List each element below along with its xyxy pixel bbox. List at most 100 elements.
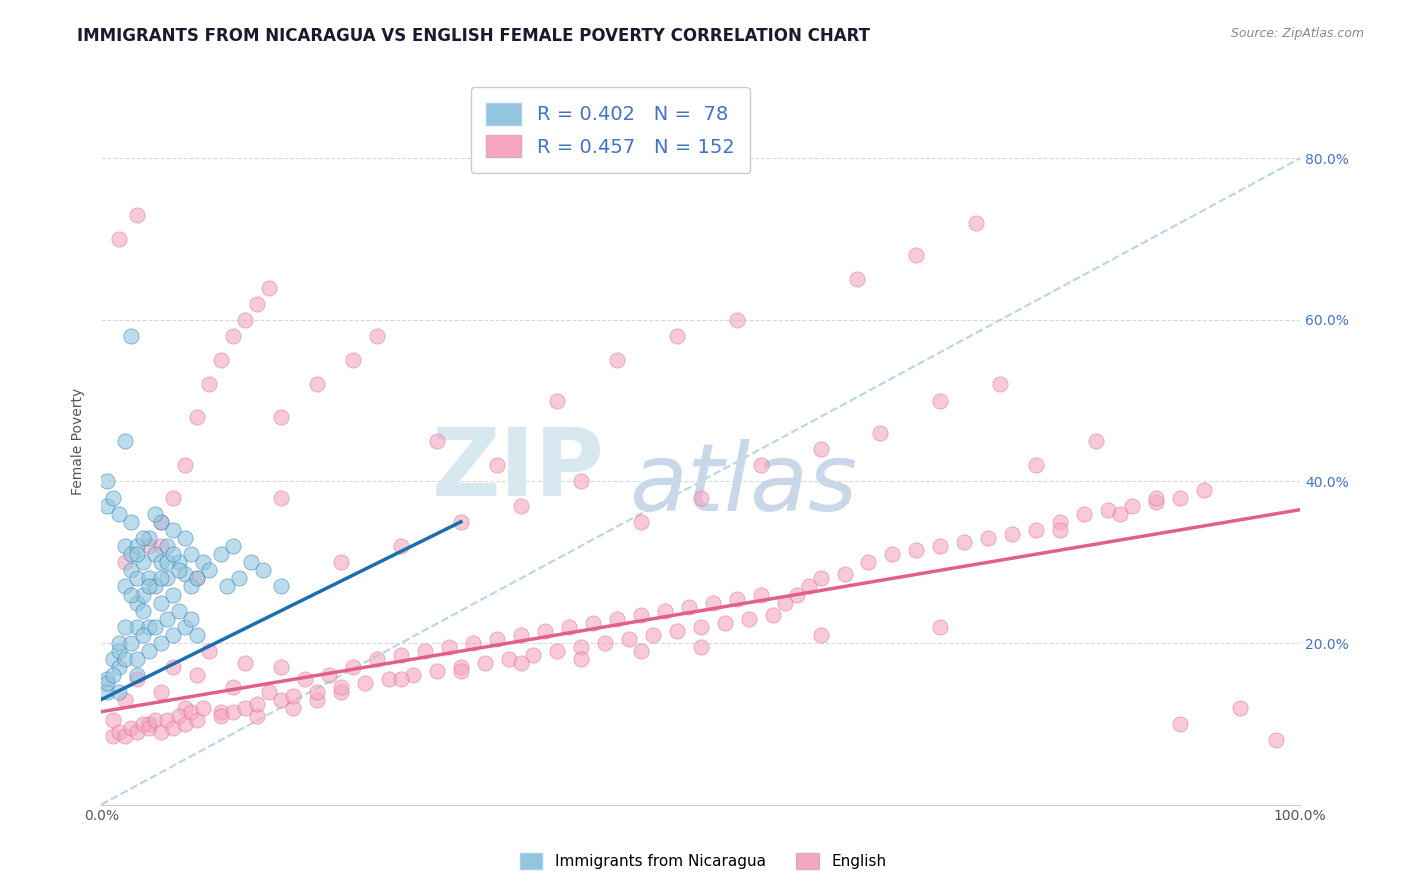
Point (546, 393, 568, 408)
Point (378, 673, 401, 687)
Point (786, 588, 808, 602)
Point (641, 628, 664, 642)
Point (127, 571, 149, 585)
Legend: R = 0.402   N =  78, R = 0.457   N = 152: R = 0.402 N = 78, R = 0.457 N = 152 (471, 87, 749, 173)
Point (180, 612, 202, 626)
Point (858, 555, 880, 569)
Point (606, 612, 628, 626)
Point (174, 458, 197, 473)
Point (810, 571, 832, 585)
Point (180, 547, 202, 561)
Point (546, 644, 568, 658)
Point (509, 657, 531, 671)
Point (509, 628, 531, 642)
Point (252, 563, 274, 577)
Point (509, 499, 531, 513)
Point (228, 571, 250, 585)
Point (606, 353, 628, 368)
Point (929, 539, 952, 553)
Point (330, 555, 353, 569)
Point (929, 620, 952, 634)
Text: atlas: atlas (628, 439, 858, 530)
Point (330, 681, 353, 695)
Point (294, 673, 316, 687)
Point (426, 434, 449, 448)
Point (114, 579, 136, 593)
Point (96, 684, 118, 698)
Point (270, 692, 292, 706)
Point (162, 547, 184, 561)
Point (797, 579, 820, 593)
Point (132, 604, 155, 618)
Point (103, 652, 125, 666)
Point (1049, 515, 1071, 529)
Point (191, 700, 214, 714)
Point (461, 636, 484, 650)
Point (305, 377, 328, 392)
Text: IMMIGRANTS FROM NICARAGUA VS ENGLISH FEMALE POVERTY CORRELATION CHART: IMMIGRANTS FROM NICARAGUA VS ENGLISH FEM… (77, 27, 870, 45)
Point (114, 539, 136, 553)
Point (366, 652, 388, 666)
Point (127, 596, 149, 610)
Y-axis label: Female Poverty: Female Poverty (72, 387, 86, 495)
Point (929, 393, 952, 408)
Point (389, 648, 412, 662)
Point (270, 491, 292, 505)
Point (96, 673, 118, 687)
Point (156, 713, 179, 727)
Point (186, 571, 208, 585)
Point (186, 409, 208, 424)
Point (138, 579, 160, 593)
Point (150, 684, 173, 698)
Point (103, 491, 125, 505)
Point (1025, 523, 1047, 537)
Point (450, 665, 472, 679)
Point (127, 668, 149, 682)
Point (156, 571, 179, 585)
Point (186, 668, 208, 682)
Point (198, 377, 221, 392)
Point (143, 579, 166, 593)
Point (150, 596, 173, 610)
Point (905, 248, 928, 262)
Point (132, 555, 155, 569)
Point (1265, 733, 1288, 747)
Point (246, 697, 269, 711)
Point (138, 716, 160, 731)
Point (120, 563, 142, 577)
Point (138, 531, 160, 545)
Point (354, 676, 377, 690)
Point (96, 676, 118, 690)
Point (217, 579, 239, 593)
Point (222, 681, 245, 695)
Point (233, 657, 256, 671)
Point (162, 721, 184, 735)
Point (162, 588, 184, 602)
Point (498, 652, 520, 666)
Point (270, 409, 292, 424)
Point (114, 729, 136, 743)
Point (450, 515, 472, 529)
Point (127, 652, 149, 666)
Point (533, 624, 555, 638)
Point (156, 612, 179, 626)
Point (654, 604, 676, 618)
Point (120, 547, 142, 561)
Point (150, 515, 173, 529)
Point (132, 716, 155, 731)
Point (114, 652, 136, 666)
Point (1144, 494, 1167, 508)
Point (713, 615, 735, 630)
Point (450, 660, 472, 674)
Point (725, 313, 748, 327)
Point (582, 615, 605, 630)
Point (167, 604, 190, 618)
Point (413, 644, 436, 658)
Point (108, 644, 131, 658)
Point (1109, 507, 1132, 521)
Point (426, 665, 449, 679)
Point (174, 531, 197, 545)
Point (953, 535, 976, 549)
Point (402, 668, 425, 682)
Point (191, 555, 214, 569)
